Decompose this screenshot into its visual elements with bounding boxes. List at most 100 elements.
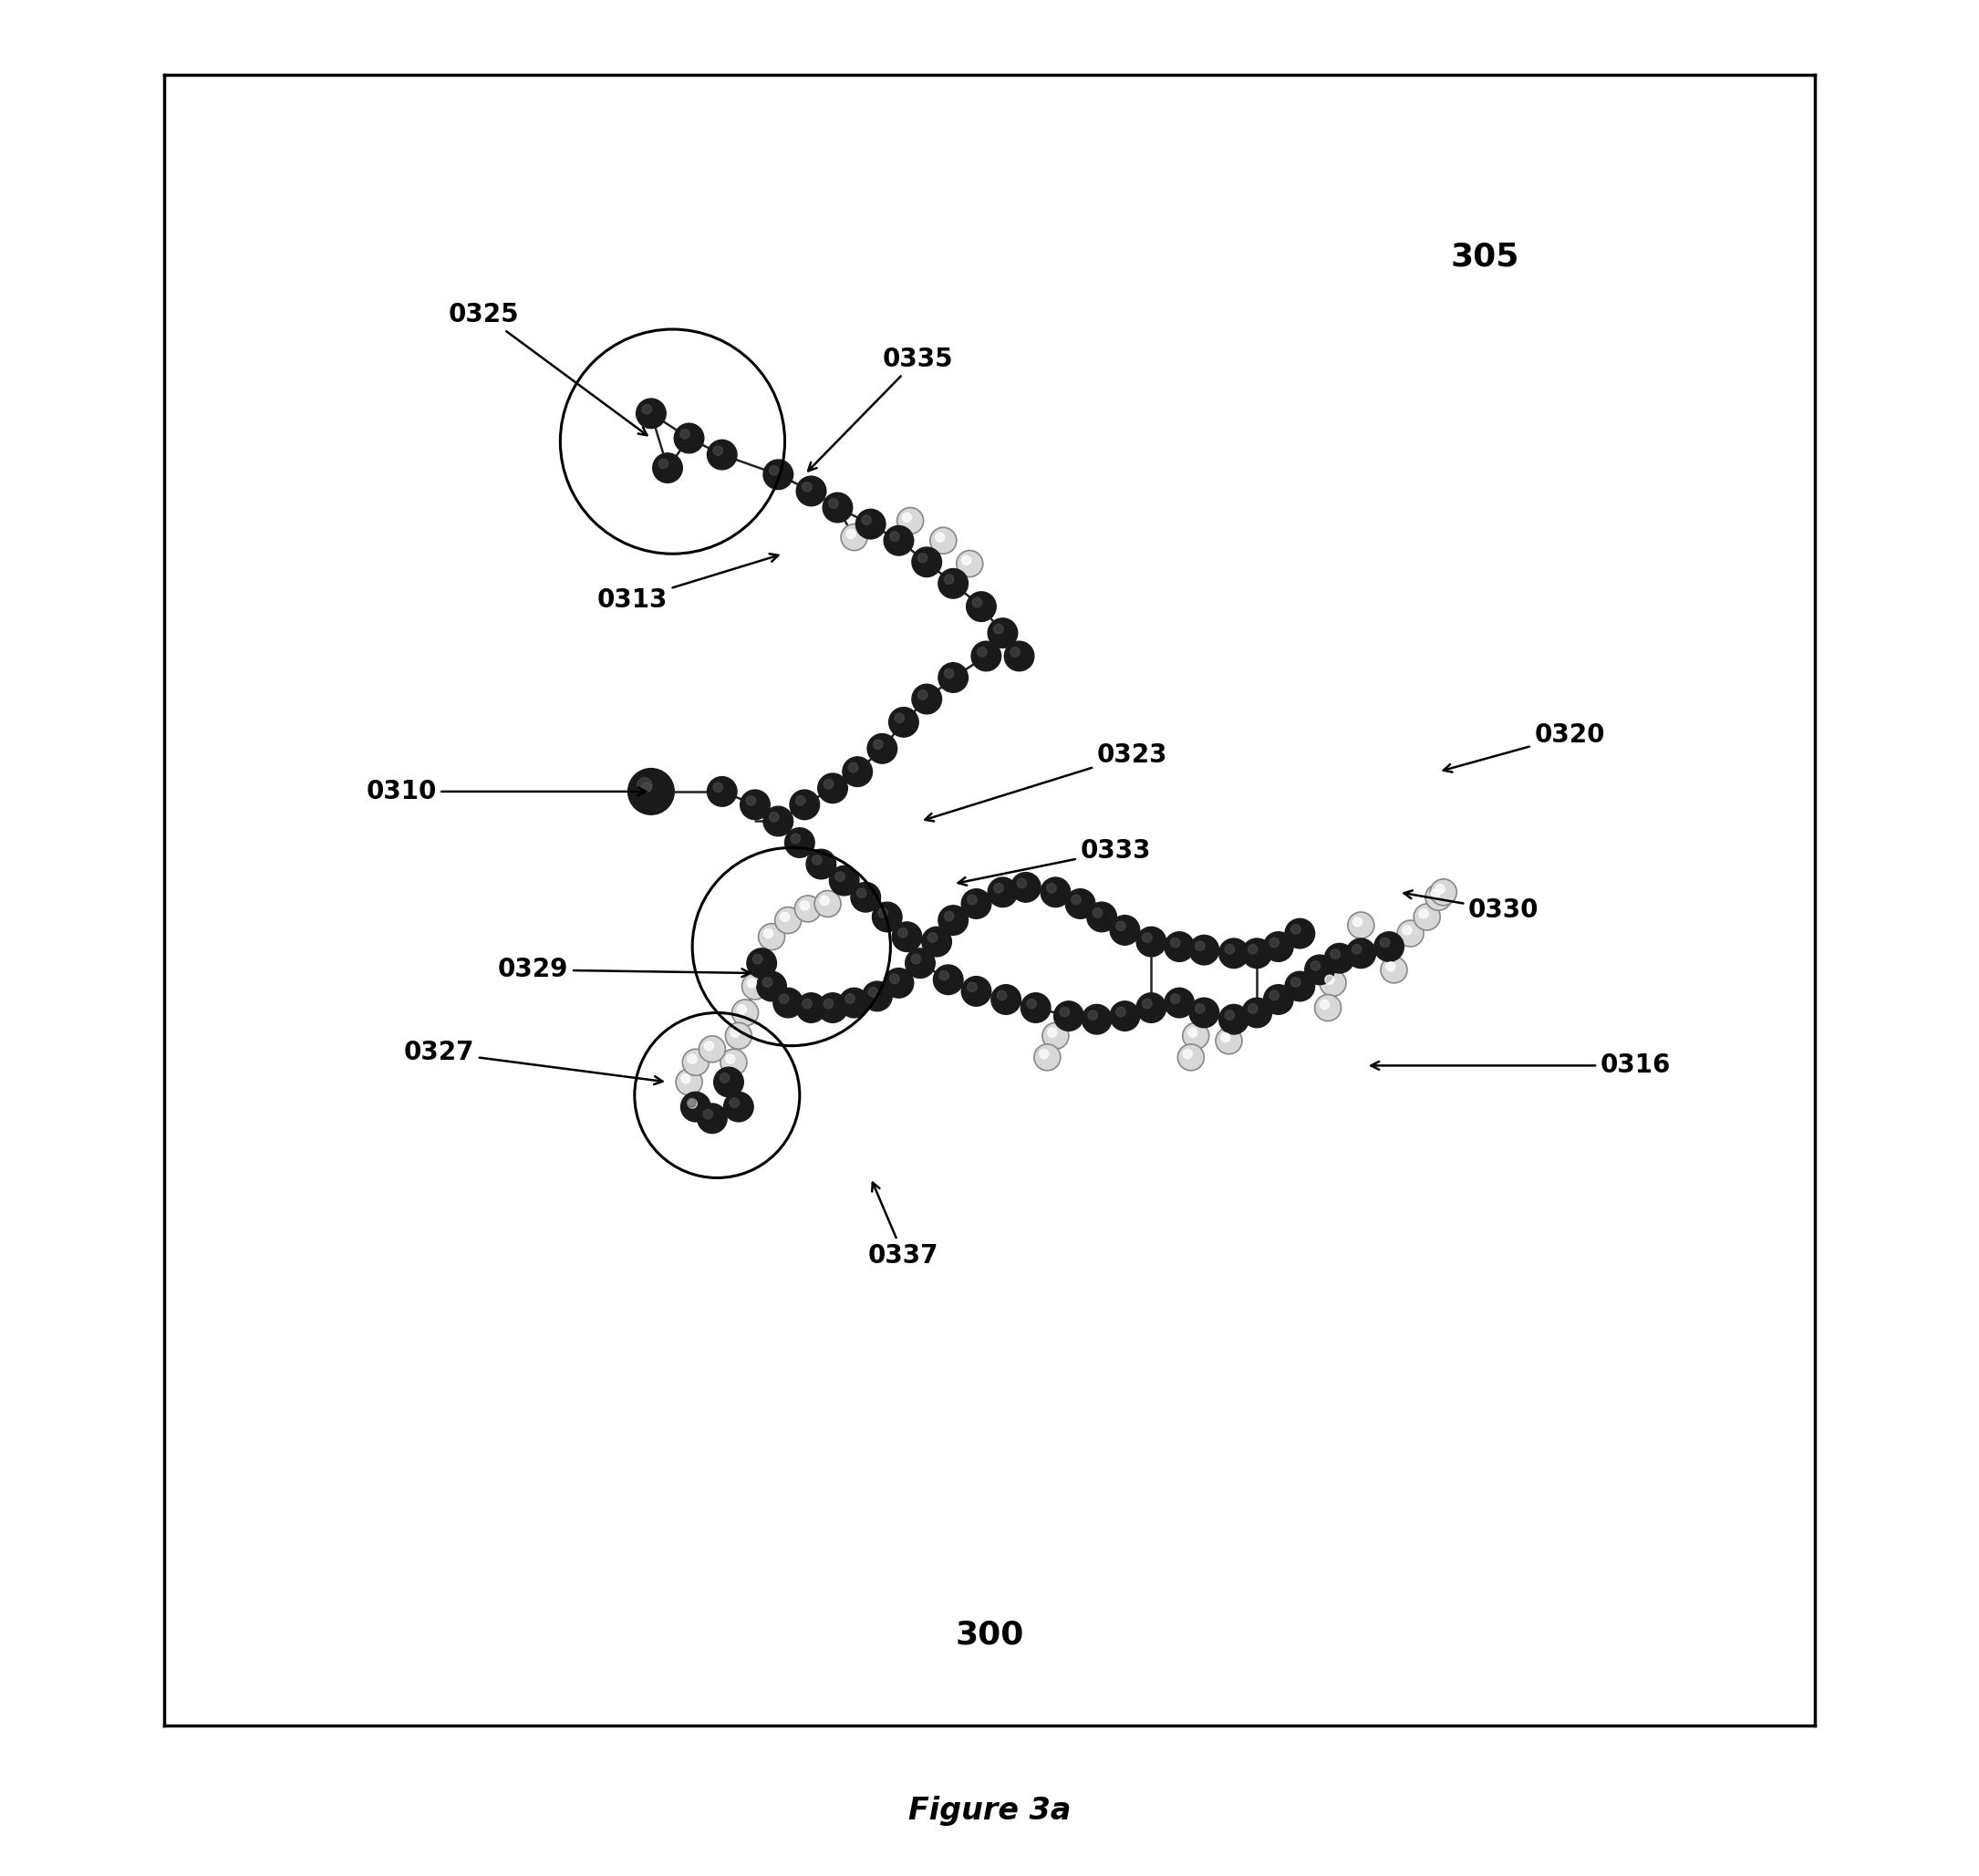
Circle shape <box>790 790 819 820</box>
Circle shape <box>829 867 859 895</box>
Circle shape <box>752 955 762 964</box>
Circle shape <box>891 531 898 540</box>
Circle shape <box>815 891 841 917</box>
Text: 0333: 0333 <box>958 839 1152 885</box>
Circle shape <box>1110 915 1140 946</box>
Circle shape <box>796 795 805 805</box>
Circle shape <box>1373 932 1403 962</box>
Text: 305: 305 <box>1451 242 1520 272</box>
Circle shape <box>712 782 722 792</box>
Circle shape <box>637 779 651 792</box>
Circle shape <box>962 976 991 1006</box>
Circle shape <box>841 523 867 550</box>
Circle shape <box>817 992 847 1022</box>
Circle shape <box>1243 938 1272 968</box>
Circle shape <box>740 790 770 820</box>
Circle shape <box>1320 970 1346 996</box>
Circle shape <box>902 512 912 522</box>
Circle shape <box>889 707 918 737</box>
Circle shape <box>861 516 871 525</box>
Circle shape <box>641 405 651 415</box>
Circle shape <box>885 525 914 555</box>
Circle shape <box>730 1097 740 1107</box>
Circle shape <box>993 625 1003 634</box>
Circle shape <box>776 908 801 934</box>
Circle shape <box>1092 908 1102 917</box>
Circle shape <box>707 777 736 807</box>
Circle shape <box>863 981 893 1011</box>
Circle shape <box>893 921 922 951</box>
Circle shape <box>978 647 988 657</box>
Circle shape <box>1061 1007 1069 1017</box>
Circle shape <box>1225 1011 1235 1021</box>
Circle shape <box>681 1075 691 1084</box>
Circle shape <box>1027 998 1037 1009</box>
Circle shape <box>819 897 829 904</box>
Circle shape <box>726 1022 752 1049</box>
Circle shape <box>627 769 675 814</box>
Circle shape <box>1189 934 1219 964</box>
Circle shape <box>1187 1028 1197 1037</box>
Circle shape <box>653 454 683 482</box>
Circle shape <box>867 734 896 764</box>
Text: 0335: 0335 <box>807 347 954 471</box>
Circle shape <box>683 1094 708 1120</box>
Circle shape <box>1435 884 1445 893</box>
Circle shape <box>956 550 984 578</box>
Circle shape <box>712 446 722 456</box>
Circle shape <box>1039 1049 1049 1058</box>
Circle shape <box>1116 921 1126 930</box>
Circle shape <box>1431 889 1441 899</box>
Circle shape <box>1431 880 1457 906</box>
Circle shape <box>1263 932 1292 962</box>
Circle shape <box>683 1049 708 1075</box>
Text: 0337: 0337 <box>869 1182 938 1268</box>
Circle shape <box>748 979 756 987</box>
Circle shape <box>1425 884 1453 910</box>
Circle shape <box>764 807 794 837</box>
Text: 0320: 0320 <box>1443 722 1605 773</box>
Circle shape <box>1005 642 1035 672</box>
Circle shape <box>1290 925 1300 934</box>
Circle shape <box>689 1099 697 1109</box>
Circle shape <box>1263 985 1292 1015</box>
Circle shape <box>756 972 786 1002</box>
Circle shape <box>988 619 1017 647</box>
Circle shape <box>895 713 904 722</box>
Circle shape <box>1170 994 1179 1004</box>
Circle shape <box>635 777 667 807</box>
Circle shape <box>786 827 815 857</box>
Circle shape <box>835 872 845 882</box>
Circle shape <box>1055 1002 1084 1032</box>
Circle shape <box>687 1097 697 1107</box>
Circle shape <box>968 895 978 904</box>
Circle shape <box>796 992 825 1022</box>
Circle shape <box>1397 921 1423 947</box>
Circle shape <box>1269 991 1278 1000</box>
Circle shape <box>1348 912 1373 938</box>
Circle shape <box>997 991 1007 1000</box>
Circle shape <box>1189 998 1219 1028</box>
Circle shape <box>1017 878 1027 887</box>
Circle shape <box>1249 1004 1257 1013</box>
Circle shape <box>912 685 942 715</box>
Circle shape <box>938 906 968 934</box>
Text: 0330: 0330 <box>1403 891 1540 923</box>
Circle shape <box>1284 972 1314 1002</box>
Circle shape <box>1284 919 1314 949</box>
Circle shape <box>681 1092 710 1122</box>
Circle shape <box>792 833 800 844</box>
Circle shape <box>1047 1028 1057 1037</box>
Circle shape <box>746 795 756 805</box>
Circle shape <box>944 912 954 921</box>
Circle shape <box>879 908 889 917</box>
Circle shape <box>873 902 902 932</box>
Circle shape <box>1352 944 1362 953</box>
Circle shape <box>847 529 855 538</box>
Circle shape <box>988 878 1017 908</box>
Circle shape <box>936 533 944 542</box>
Circle shape <box>800 900 809 910</box>
Text: 0325: 0325 <box>447 302 647 435</box>
Circle shape <box>940 970 948 981</box>
Circle shape <box>1304 955 1334 985</box>
